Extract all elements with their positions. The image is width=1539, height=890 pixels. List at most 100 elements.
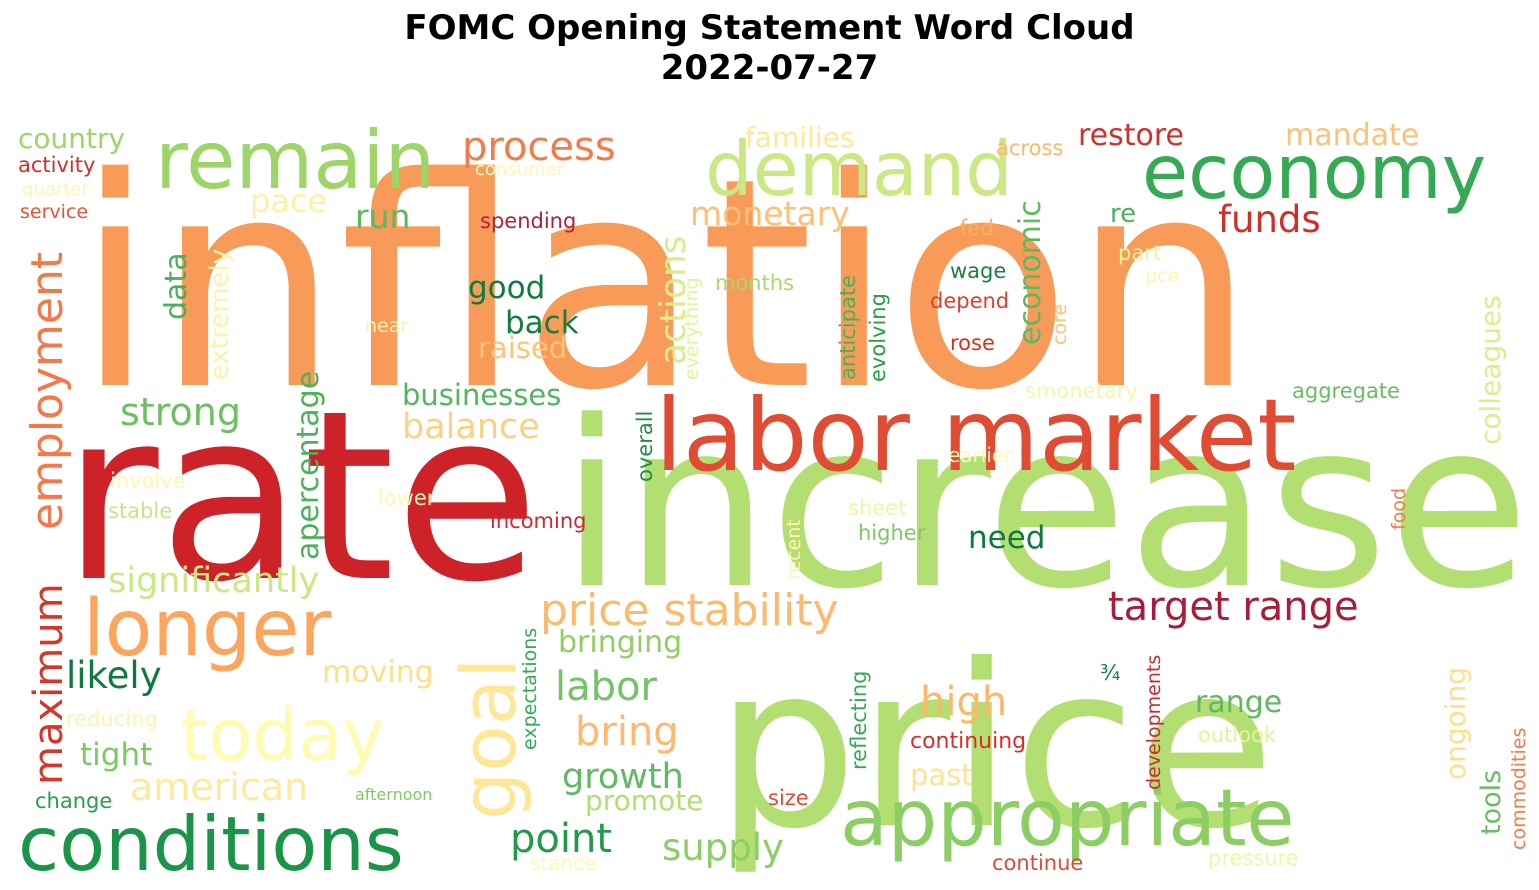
word-stance: stance	[530, 851, 597, 875]
word-anticipate: anticipate	[836, 275, 860, 380]
word-higher: higher	[858, 521, 926, 545]
word-range: range	[1195, 685, 1282, 720]
word-businesses: businesses	[402, 378, 561, 412]
word-colleagues: colleagues	[1474, 295, 1507, 445]
word-ongoing: ongoing	[1439, 667, 1472, 780]
word-labor-market: labor market	[655, 377, 1297, 494]
word-near: near	[365, 315, 408, 337]
word--: ¾	[1100, 661, 1120, 685]
word-american: american	[130, 765, 308, 809]
word-economic: economic	[1013, 200, 1048, 345]
word-stable: stable	[108, 499, 172, 523]
word-food: food	[1388, 488, 1410, 530]
word-increase: increase	[560, 373, 1529, 640]
word-afternoon: afternoon	[355, 785, 432, 804]
word-significantly: significantly	[108, 561, 319, 601]
word-developments: developments	[1143, 655, 1165, 790]
word-continuing: continuing	[910, 729, 1026, 754]
word-recent: recent	[783, 519, 805, 580]
word-maximum: maximum	[26, 583, 72, 785]
word-tight: tight	[80, 737, 152, 773]
word-process: process	[462, 124, 616, 170]
word-economy: economy	[1142, 128, 1486, 216]
word-appropriate: appropriate	[840, 774, 1295, 864]
word-across: across	[996, 136, 1063, 160]
word-actions: actions	[653, 235, 694, 365]
word-consumer: consumer	[475, 159, 565, 180]
word-rose: rose	[950, 331, 995, 355]
word-point: point	[510, 816, 612, 862]
word-core: core	[1049, 304, 1071, 345]
word-price-stability: price stability	[540, 585, 839, 636]
word-pace: pace	[250, 182, 327, 220]
word-employment: employment	[22, 252, 73, 530]
word-apercentage: apercentage	[291, 371, 326, 560]
title-line-2: 2022-07-27	[660, 48, 879, 88]
word-remain: remain	[155, 114, 435, 207]
word-months: months	[715, 271, 794, 295]
word-rate: rate	[62, 361, 539, 634]
word-outlook: outlook	[1198, 723, 1277, 747]
word-evolving: evolving	[866, 293, 890, 382]
word-back: back	[505, 305, 579, 341]
word-high: high	[920, 679, 1007, 725]
word-commodities: commodities	[1508, 728, 1530, 850]
word-labor: labor	[555, 664, 657, 710]
word-size: size	[768, 786, 809, 810]
title-line-1: FOMC Opening Statement Word Cloud	[404, 8, 1135, 48]
word-monetary: monetary	[690, 194, 850, 233]
word-reducing: reducing	[66, 707, 158, 731]
word-activity: activity	[18, 153, 95, 177]
word-supply: supply	[662, 826, 784, 869]
word-run: run	[355, 197, 410, 236]
word-demand: demand	[705, 125, 1013, 213]
word-bring: bring	[575, 709, 679, 755]
word-moving: moving	[322, 655, 434, 690]
word-funds: funds	[1218, 198, 1321, 241]
word-country: country	[18, 122, 125, 155]
word-price: price	[715, 617, 1275, 879]
word-extremely: extremely	[205, 249, 235, 380]
word-balance: balance	[402, 407, 540, 447]
word-data: data	[159, 252, 194, 320]
word-inflation: inflation	[75, 117, 1255, 454]
word-restore: restore	[1078, 118, 1184, 153]
word-expectations: expectations	[519, 628, 541, 750]
word-incoming: incoming	[490, 509, 586, 533]
word-strong: strong	[120, 390, 241, 434]
word-service: service	[20, 201, 88, 223]
word-pressure: pressure	[1208, 846, 1299, 870]
word-lower: lower	[378, 486, 436, 510]
word-smonetary: smonetary	[1025, 379, 1138, 403]
word-sheet: sheet	[848, 496, 906, 520]
word-aggregate: aggregate	[1292, 379, 1400, 403]
word-bringing: bringing	[558, 625, 682, 660]
word-wage: wage	[950, 259, 1006, 283]
word-likely: likely	[66, 654, 162, 697]
word-fed: fed	[960, 216, 994, 240]
word-part: part	[1118, 241, 1161, 265]
word-goal: goal	[444, 658, 533, 820]
word-tools: tools	[1476, 770, 1507, 835]
word-mandate: mandate	[1285, 118, 1419, 153]
chart-title: FOMC Opening Statement Word Cloud 2022-0…	[0, 8, 1539, 88]
word-longer: longer	[83, 584, 332, 674]
word-target-range: target range	[1108, 584, 1359, 630]
word-spending: spending	[480, 209, 576, 233]
word-today: today	[180, 693, 385, 777]
word-continue: continue	[992, 851, 1083, 875]
word-need: need	[968, 520, 1045, 556]
word-reflecting: reflecting	[847, 671, 871, 771]
word-depend: depend	[930, 289, 1009, 313]
word-involve: involve	[110, 469, 186, 493]
word-good: good	[468, 270, 545, 306]
word-growth: growth	[562, 757, 684, 797]
word-promote: promote	[585, 784, 703, 817]
word-overall: overall	[633, 411, 657, 482]
word-conditions: conditions	[18, 800, 404, 888]
word-earlier: earlier	[948, 443, 1013, 467]
word-families: families	[745, 121, 854, 154]
word-quarter: quarter	[22, 179, 89, 200]
word-pce: pce	[1145, 265, 1179, 287]
